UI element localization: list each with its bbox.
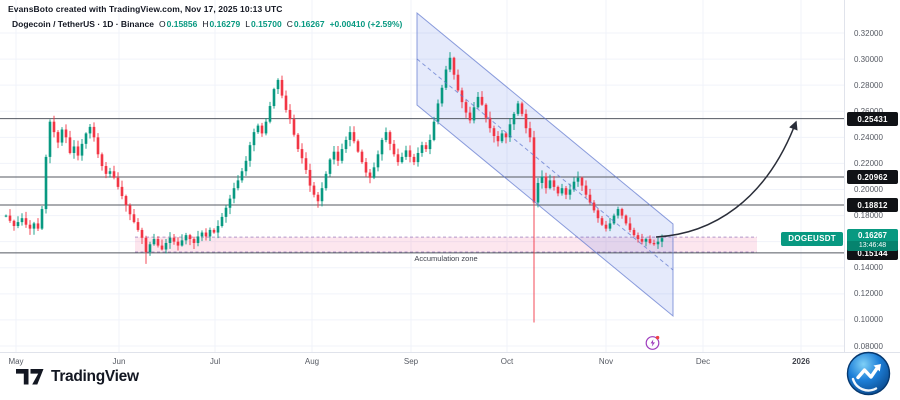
price-tick-label: 0.18000 — [854, 211, 883, 221]
symbol-legend: Dogecoin / TetherUS · 1D · Binance O 0.15… — [12, 19, 402, 29]
price-tick-label: 0.32000 — [854, 28, 883, 38]
last-price-value: 0.16267 — [858, 231, 887, 241]
ohlc-low: L 0.15700 — [245, 19, 282, 29]
ohlc-close: C 0.16267 — [286, 19, 325, 29]
price-tick-label: 0.24000 — [854, 132, 883, 142]
ohlc-high: H 0.16279 — [202, 19, 241, 29]
channel-edges — [416, 11, 674, 318]
candlesticks — [4, 52, 664, 323]
flash-event-icon[interactable] — [643, 333, 663, 353]
ohlc-change: +0.00410 (+2.59%) — [329, 19, 403, 29]
channel-fill — [417, 13, 673, 316]
time-tick-label: Nov — [598, 357, 614, 366]
price-levels — [0, 118, 845, 254]
price-tick-label: 0.22000 — [854, 158, 883, 168]
price-tick-label: 0.26000 — [854, 107, 883, 116]
price-tick-label: 0.08000 — [854, 341, 883, 351]
time-tick-label: Oct — [500, 357, 514, 366]
price-tick-label: 0.10000 — [854, 315, 883, 325]
tradingview-logo[interactable]: TradingView — [16, 368, 139, 386]
time-tick-label: May — [8, 357, 24, 366]
accumulation-zone-label: Accumulation zone — [414, 253, 478, 263]
time-tick-label: Jun — [112, 357, 126, 366]
accumulation-zone — [135, 236, 757, 253]
gridlines — [0, 0, 845, 352]
last-price-badge: 0.16267 13:46:48 — [847, 229, 898, 252]
ohlc-open: O 0.15856 — [159, 19, 198, 29]
time-scale[interactable]: May Jun Jul Aug Sep Oct Nov Dec 2026 — [0, 352, 900, 371]
level-badge: 0.25431 — [847, 112, 898, 127]
time-tick-label: 2026 — [792, 357, 810, 366]
tradingview-logo-icon — [16, 369, 44, 385]
level-badge: 0.20962 — [847, 170, 898, 185]
time-tick-label: Jul — [209, 357, 221, 366]
chart-credit-text: EvansBoto created with TradingView.com, … — [8, 4, 283, 14]
price-tick-label: 0.20000 — [854, 185, 883, 194]
projection-arrow — [655, 120, 798, 238]
time-tick-label: Sep — [403, 357, 419, 366]
symbol-pill: DOGEUSDT — [781, 231, 843, 246]
symbol-title[interactable]: Dogecoin / TetherUS · 1D · Binance — [12, 19, 155, 29]
bar-countdown: 13:46:48 — [847, 241, 898, 252]
price-tick-label: 0.14000 — [854, 263, 883, 273]
tradingview-logo-text: TradingView — [51, 368, 139, 385]
price-tick-label: 0.28000 — [854, 80, 883, 90]
price-tick-label: 0.30000 — [854, 54, 883, 64]
time-tick-label: Dec — [695, 357, 711, 366]
brand-logo-icon — [846, 351, 891, 396]
price-tick-label: 0.12000 — [854, 289, 883, 299]
time-tick-label: Aug — [304, 357, 320, 366]
level-badge: 0.18812 — [847, 198, 898, 213]
